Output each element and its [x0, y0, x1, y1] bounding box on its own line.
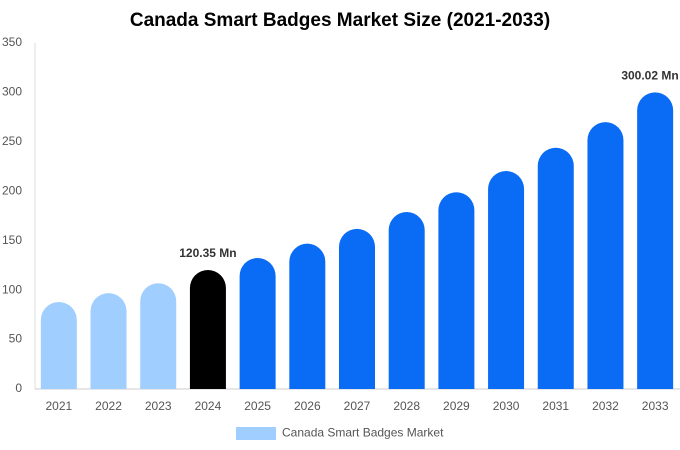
- x-tick-label: 2023: [145, 399, 172, 413]
- bar: [488, 171, 525, 389]
- x-tick-label: 2028: [393, 399, 420, 413]
- x-tick-label: 2025: [244, 399, 271, 413]
- x-tick-label: 2026: [294, 399, 321, 413]
- y-tick-label: 250: [2, 134, 22, 148]
- y-tick-label: 150: [2, 233, 22, 247]
- x-tick-label: 2029: [443, 399, 470, 413]
- bar: [637, 92, 674, 389]
- y-tick-label: 100: [2, 282, 22, 296]
- x-tick-label: 2030: [493, 399, 520, 413]
- data-label: 120.35 Mn: [179, 246, 236, 260]
- bar: [339, 228, 375, 389]
- bar: [189, 270, 226, 389]
- bar: [140, 283, 177, 389]
- bar: [90, 293, 127, 389]
- data-label: 300.02 Mn: [621, 69, 678, 83]
- x-tick-label: 2033: [642, 399, 669, 413]
- x-tick-label: 2022: [95, 399, 122, 413]
- bar: [537, 147, 574, 389]
- x-tick-label: 2027: [344, 399, 371, 413]
- bar: [438, 192, 475, 389]
- x-tick-label: 2021: [45, 399, 72, 413]
- legend-swatch: [236, 427, 276, 440]
- chart-title: Canada Smart Badges Market Size (2021-20…: [130, 10, 550, 31]
- y-tick-label: 50: [9, 332, 23, 346]
- legend-label: Canada Smart Badges Market: [282, 426, 444, 440]
- bar: [40, 302, 77, 389]
- x-tick-label: 2024: [195, 399, 222, 413]
- bar: [587, 122, 624, 390]
- bar: [239, 258, 276, 389]
- y-tick-label: 0: [15, 381, 22, 395]
- y-tick-label: 350: [2, 35, 22, 49]
- y-tick-label: 300: [2, 85, 22, 99]
- y-tick-label: 200: [2, 183, 22, 197]
- x-tick-label: 2031: [542, 399, 569, 413]
- x-tick-label: 2032: [592, 399, 619, 413]
- bar: [289, 243, 326, 389]
- bar: [388, 212, 425, 389]
